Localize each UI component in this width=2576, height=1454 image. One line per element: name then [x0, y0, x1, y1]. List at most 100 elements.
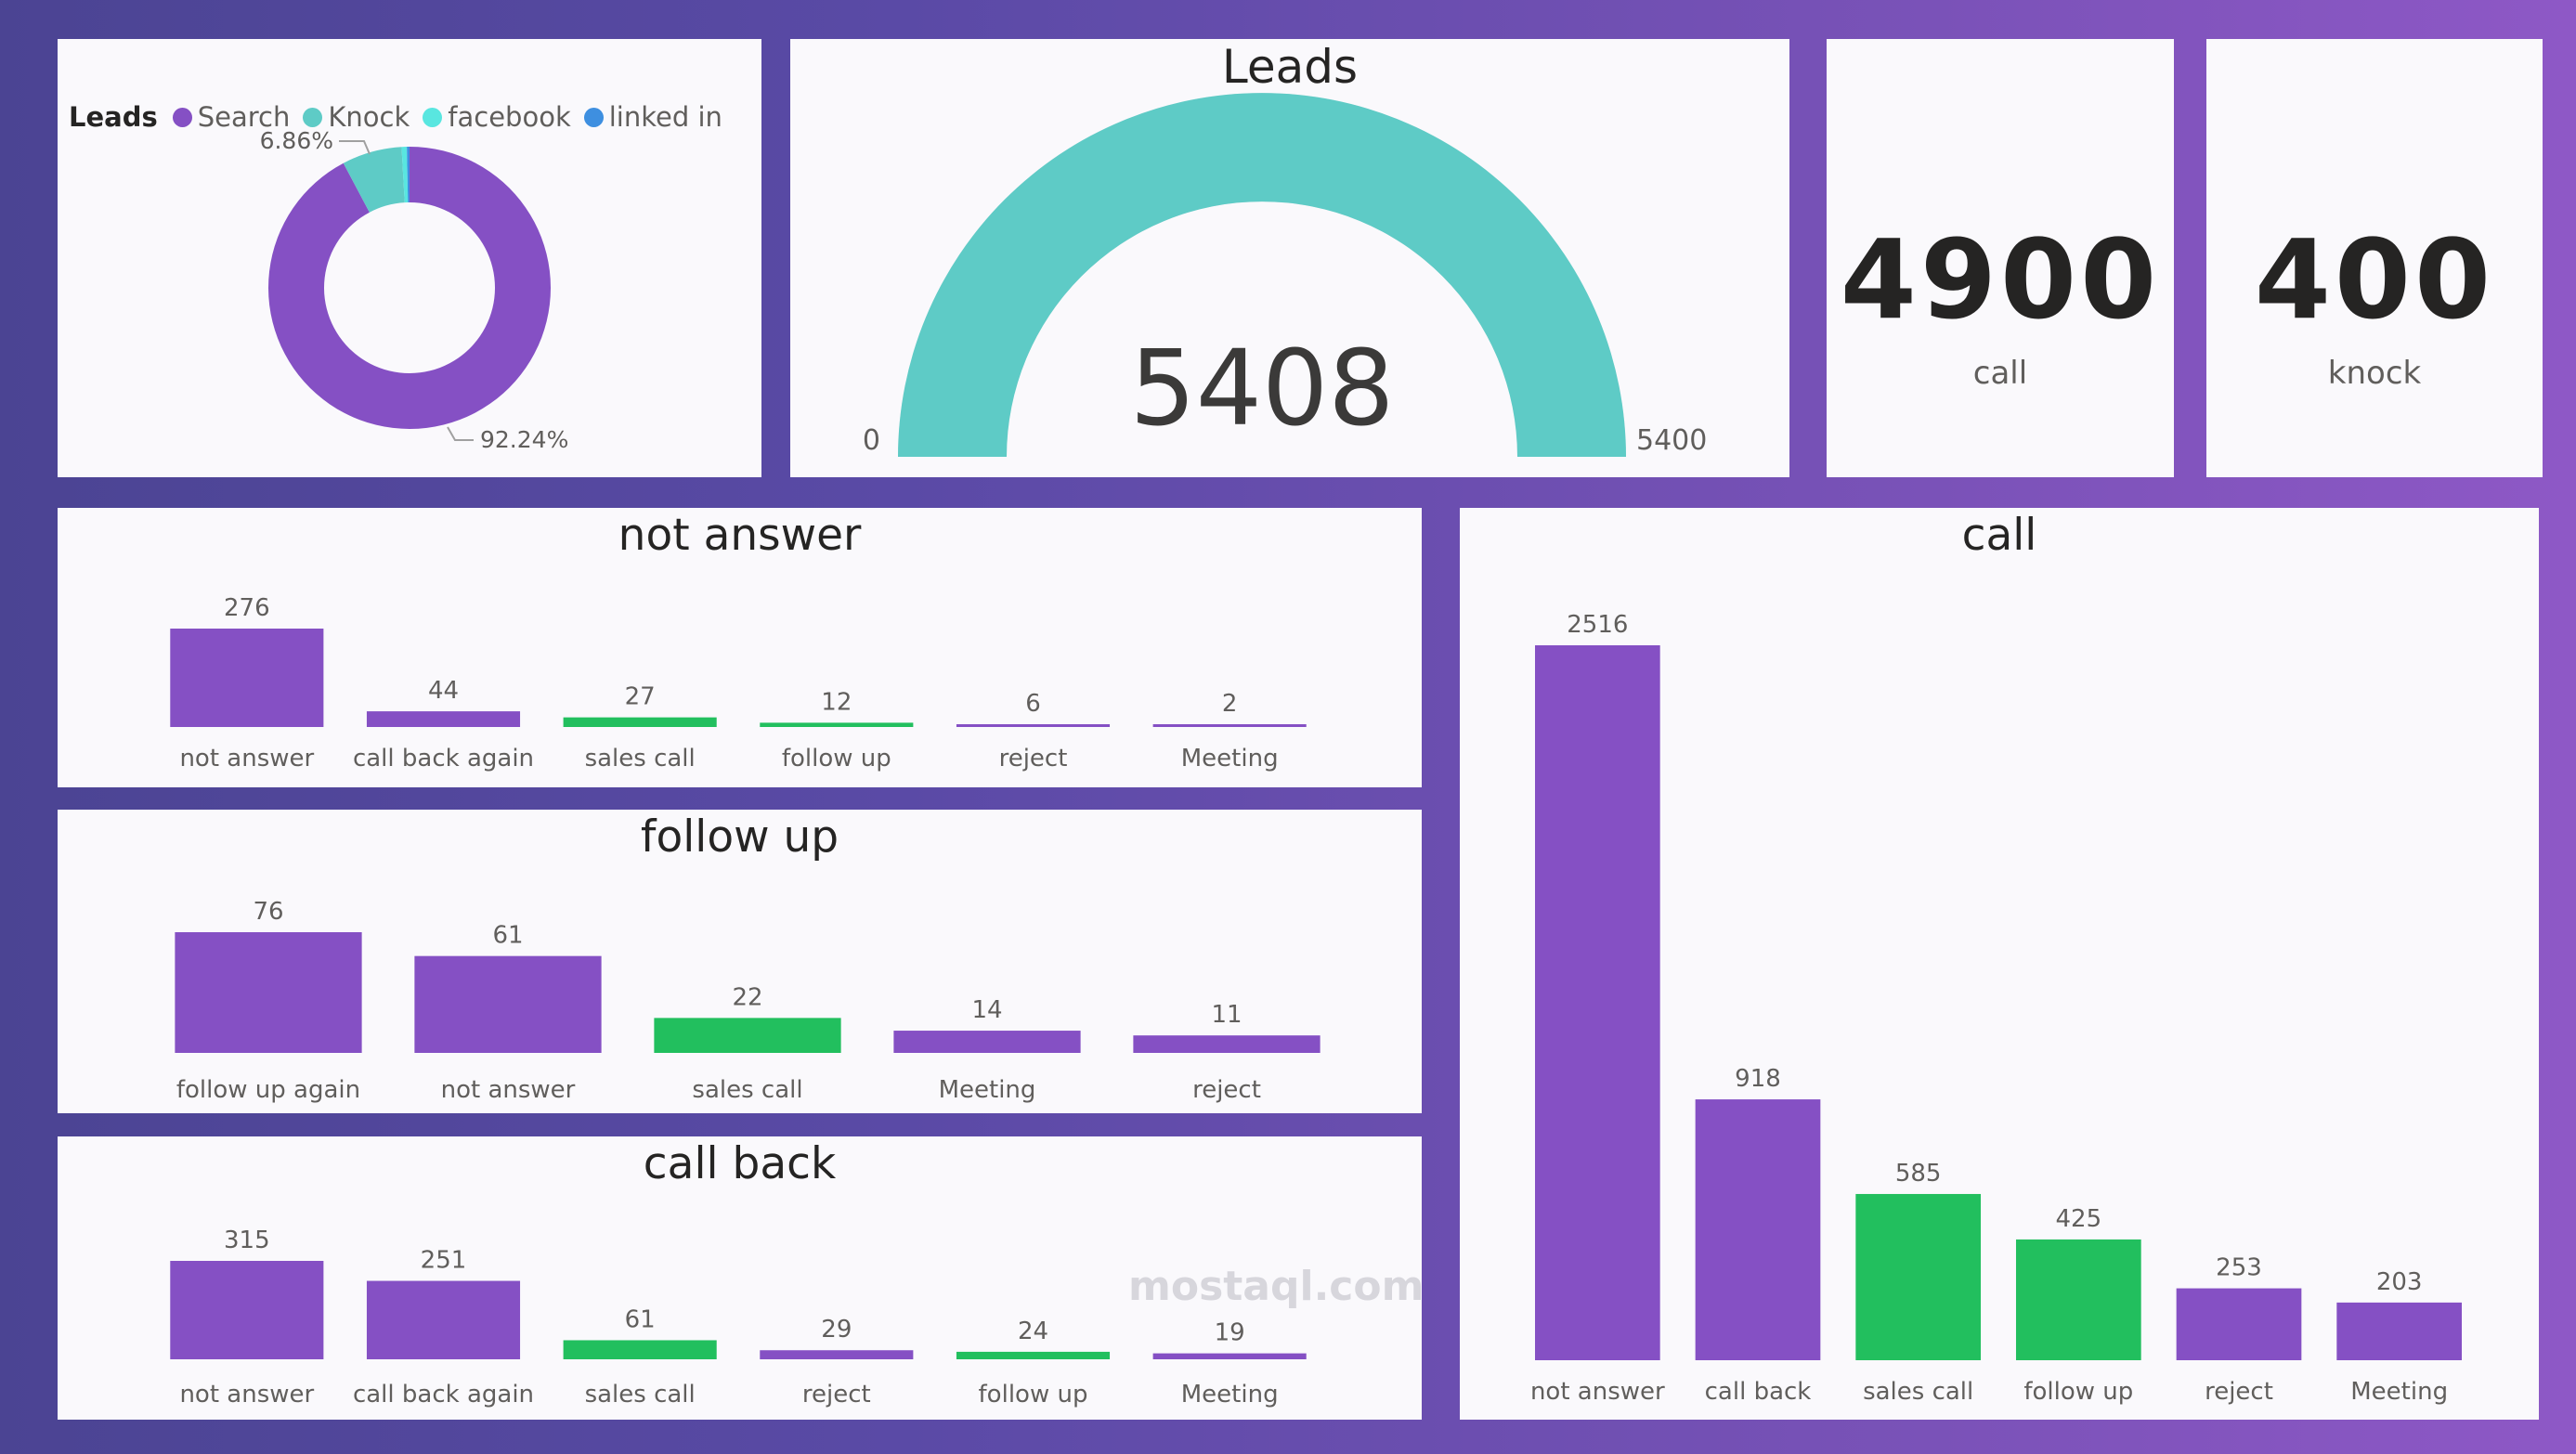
bar-sales-call[interactable] [1855, 1193, 1982, 1360]
kpi-call-card: 4900 call [1827, 39, 2174, 477]
kpi-knock-label: knock [2327, 355, 2422, 392]
bar-value-label: 19 [1215, 1319, 1245, 1347]
legend-label-knock: Knock [328, 101, 410, 133]
bar-value-label: 585 [1895, 1160, 1942, 1188]
gauge-value: 5408 [1129, 329, 1394, 449]
bar-follow-up[interactable] [956, 1351, 1111, 1359]
bar-follow-up[interactable] [2015, 1239, 2141, 1360]
legend-label-facebook: facebook [448, 101, 571, 133]
legend-item-knock[interactable]: Knock [303, 101, 410, 133]
watermark: mostaql.com [1128, 1263, 1425, 1310]
legend-dot-knock [303, 107, 323, 127]
bar-reject[interactable] [2176, 1288, 2302, 1360]
leads-donut-card: Leads Search Knock facebook linked in 6.… [58, 39, 761, 477]
bar-follow-up-again[interactable] [175, 932, 362, 1053]
bar-value-label: 11 [1211, 1001, 1242, 1029]
bar-value-label: 61 [625, 1305, 656, 1333]
bar-reject[interactable] [956, 724, 1111, 727]
bar-category-label: call back [1705, 1378, 1812, 1406]
bar-category-label: Meeting [939, 1076, 1036, 1104]
donut-legend: Leads Search Knock facebook linked in [69, 97, 735, 137]
donut-slice-knock[interactable] [343, 147, 405, 213]
call-title: call [1961, 510, 2037, 561]
legend-title: Leads [69, 101, 158, 133]
gauge-max: 5400 [1636, 424, 1707, 457]
bar-meeting[interactable] [1152, 1353, 1307, 1359]
bar-category-label: follow up [2023, 1378, 2133, 1406]
bar-category-label: sales call [1863, 1378, 1973, 1406]
bar-sales-call[interactable] [563, 1340, 717, 1359]
bar-call-back[interactable] [1695, 1099, 1821, 1360]
bar-call-back-again[interactable] [366, 1280, 521, 1359]
bar-value-label: 27 [625, 683, 656, 711]
call-bar-chart: 2516 not answer 918 call back 585 sales call 4… [1530, 611, 2463, 1406]
legend-dot-facebook [423, 107, 443, 127]
follow-up-chart-card: follow up 76 follow up again 61 not answer 2… [58, 810, 1422, 1113]
bar-category-label: Meeting [1181, 1381, 1279, 1409]
legend-dot-search [172, 107, 192, 127]
kpi-call-value: 4900 [1840, 215, 2161, 344]
bar-category-label: follow up [979, 1381, 1088, 1409]
bar-value-label: 2 [1222, 690, 1238, 718]
bar-category-label: reject [802, 1381, 871, 1409]
donut-slice-facebook[interactable] [401, 147, 409, 203]
legend-label-linkedin: linked in [608, 101, 722, 133]
kpi-knock-value: 400 [2254, 215, 2495, 344]
bar-value-label: 251 [421, 1247, 467, 1275]
bar-follow-up[interactable] [760, 722, 914, 727]
bar-not-answer[interactable] [1534, 645, 1660, 1360]
bar-not-answer[interactable] [170, 1261, 324, 1359]
bar-reject[interactable] [1133, 1035, 1321, 1053]
donut-label-search: 92.24% [480, 426, 568, 453]
bar-category-label: follow up again [176, 1076, 360, 1104]
kpi-knock-card: 400 knock [2206, 39, 2543, 477]
legend-item-facebook[interactable]: facebook [423, 101, 571, 133]
bar-category-label: sales call [585, 1381, 696, 1409]
gauge-title: Leads [1221, 40, 1359, 94]
not-answer-bar-chart: 276 not answer 44 call back again 27 sales ca… [170, 594, 1307, 772]
bar-value-label: 425 [2056, 1205, 2102, 1233]
bar-reject[interactable] [760, 1350, 914, 1359]
donut-slice-linked-in[interactable] [407, 147, 410, 203]
legend-label-search: Search [197, 101, 291, 133]
bar-call-back-again[interactable] [366, 711, 521, 727]
call-back-bar-chart: 315 not answer 251 call back again 61 sales c… [170, 1227, 1307, 1409]
legend-item-linkedin[interactable]: linked in [583, 101, 722, 133]
follow-up-bar-chart: 76 follow up again 61 not answer 22 sales cal… [175, 898, 1321, 1104]
follow-up-title: follow up [640, 811, 839, 863]
bar-meeting[interactable] [2336, 1302, 2463, 1360]
bar-category-label: reject [999, 745, 1068, 772]
donut-leader-search [447, 426, 474, 441]
bar-value-label: 6 [1025, 690, 1041, 718]
donut-chart: 6.86% 92.24% [260, 127, 569, 453]
bar-category-label: sales call [692, 1076, 802, 1104]
donut-slice-search[interactable] [268, 147, 552, 429]
bar-not-answer[interactable] [170, 629, 324, 727]
bar-value-label: 315 [224, 1227, 270, 1254]
donut-label-knock: 6.86% [260, 127, 333, 154]
bar-category-label: sales call [585, 745, 696, 772]
gauge-fill [898, 93, 1626, 457]
bar-not-answer[interactable] [414, 955, 602, 1053]
donut-leader-knock [339, 140, 371, 155]
bar-meeting[interactable] [893, 1031, 1081, 1053]
call-chart-card: call 2516 not answer 918 call back 585 sales … [1460, 508, 2539, 1420]
bar-category-label: not answer [441, 1076, 576, 1104]
not-answer-chart-card: not answer 276 not answer 44 call back agai… [58, 508, 1422, 787]
bar-category-label: not answer [179, 1381, 314, 1409]
bar-meeting[interactable] [1152, 724, 1307, 727]
bar-category-label: reject [2205, 1378, 2273, 1406]
not-answer-title: not answer [618, 510, 862, 561]
call-back-chart-card: call back 315 not answer 251 call back agai… [58, 1136, 1422, 1420]
leads-gauge-card: Leads 5408 0 5400 [790, 39, 1789, 477]
bar-value-label: 253 [2216, 1254, 2262, 1282]
legend-item-search[interactable]: Search [172, 101, 291, 133]
call-back-title: call back [643, 1138, 837, 1189]
bar-category-label: call back again [353, 745, 534, 772]
bar-category-label: Meeting [1181, 745, 1279, 772]
bar-sales-call[interactable] [654, 1018, 841, 1053]
bar-category-label: not answer [179, 745, 314, 772]
bar-category-label: reject [1192, 1076, 1261, 1104]
bar-sales-call[interactable] [563, 717, 717, 727]
bar-value-label: 14 [971, 996, 1002, 1024]
